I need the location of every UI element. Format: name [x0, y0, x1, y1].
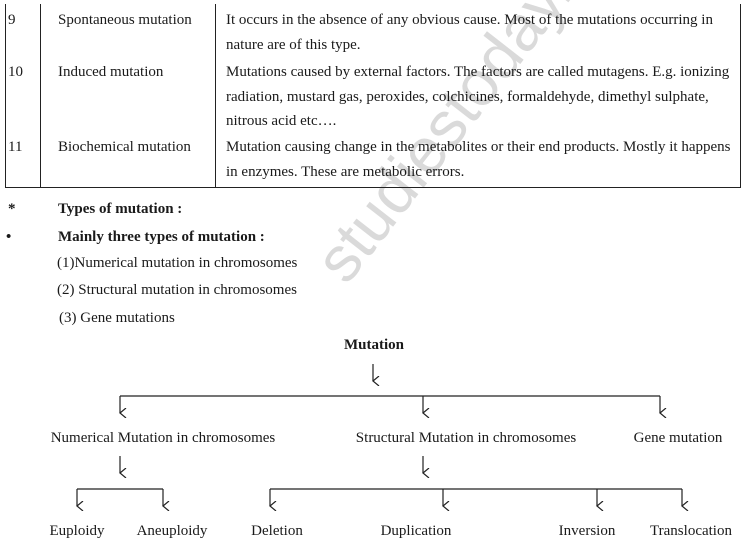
types-bullet: *	[8, 201, 16, 217]
diagram-node: Numerical Mutation in chromosomes	[50, 430, 276, 446]
types-heading: Types of mutation :	[58, 201, 183, 217]
diagram-leaf: Deletion	[251, 523, 303, 539]
diagram-leaf: Aneuploidy	[136, 523, 208, 539]
row-term: Biochemical mutation	[58, 139, 191, 155]
row-term: Induced mutation	[58, 64, 164, 80]
diagram-leaf: Duplication	[380, 523, 452, 539]
table-border-right	[740, 4, 741, 187]
list-item: (2) Structural mutation in chromosomes	[57, 282, 297, 298]
list-item: (1)Numerical mutation in chromosomes	[57, 255, 298, 271]
diagram-leaf: Inversion	[558, 523, 616, 539]
diagram-leaf: Euploidy	[49, 523, 105, 539]
diagram-node: Gene mutation	[633, 430, 723, 446]
row-description: Mutation causing change in the metabolit…	[226, 139, 731, 180]
table-divider	[40, 4, 41, 187]
main-bullet: •	[6, 229, 12, 245]
list-item: (3) Gene mutations	[59, 310, 175, 326]
row-number: 11	[8, 139, 23, 155]
table-border-left	[5, 4, 6, 187]
row-description: It occurs in the absence of any obvious …	[226, 12, 713, 53]
diagram-root: Mutation	[344, 337, 404, 353]
row-number: 10	[8, 64, 23, 80]
diagram-leaf: Translocation	[650, 523, 732, 539]
row-term: Spontaneous mutation	[58, 12, 192, 28]
table-border-bottom	[5, 187, 741, 188]
row-number: 9	[8, 12, 16, 28]
row-description: Mutations caused by external factors. Th…	[226, 64, 730, 129]
diagram-node: Structural Mutation in chromosomes	[355, 430, 577, 446]
table-divider	[215, 4, 216, 187]
main-heading: Mainly three types of mutation :	[58, 229, 265, 245]
